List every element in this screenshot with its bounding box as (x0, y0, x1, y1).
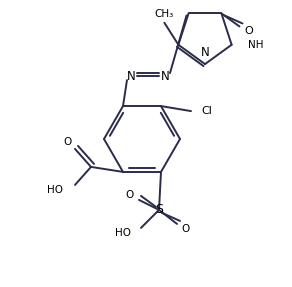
Text: N: N (161, 69, 169, 83)
Text: HO: HO (47, 185, 63, 195)
Text: CH₃: CH₃ (155, 9, 174, 19)
Text: O: O (182, 224, 190, 234)
Text: O: O (64, 137, 72, 147)
Text: O: O (126, 190, 134, 200)
Text: NH: NH (248, 40, 263, 50)
Text: Cl: Cl (201, 106, 212, 116)
Text: N: N (201, 46, 209, 59)
Text: S: S (155, 203, 163, 216)
Text: O: O (244, 26, 253, 36)
Text: HO: HO (115, 228, 131, 238)
Text: N: N (127, 69, 135, 83)
